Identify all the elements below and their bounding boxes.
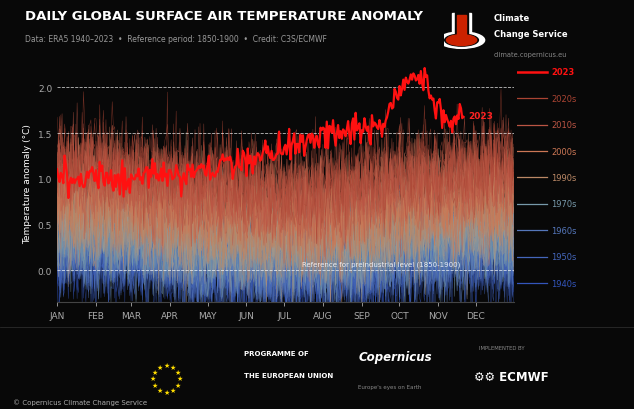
Text: ★: ★ <box>164 389 169 395</box>
Bar <box>452 14 471 41</box>
Text: ★: ★ <box>152 369 158 375</box>
Circle shape <box>444 35 479 47</box>
Text: 1960s: 1960s <box>551 226 577 235</box>
Text: 1950s: 1950s <box>551 253 576 261</box>
Text: 2023: 2023 <box>469 111 493 120</box>
Text: 2000s: 2000s <box>551 147 576 156</box>
Text: Climate: Climate <box>493 14 530 23</box>
Bar <box>455 13 468 41</box>
Text: 2023: 2023 <box>551 68 574 77</box>
Text: ★: ★ <box>170 364 176 370</box>
Text: Data: ERA5 1940–2023  •  Reference period: 1850-1900  •  Credit: C3S/ECMWF: Data: ERA5 1940–2023 • Reference period:… <box>25 35 327 44</box>
Text: ★: ★ <box>152 382 158 388</box>
Text: ★: ★ <box>157 364 163 370</box>
Text: ★: ★ <box>175 382 181 388</box>
Text: ★: ★ <box>177 375 183 381</box>
Text: ⚙⚙ ECMWF: ⚙⚙ ECMWF <box>474 370 549 383</box>
Text: THE EUROPEAN UNION: THE EUROPEAN UNION <box>244 372 333 378</box>
Text: 1940s: 1940s <box>551 279 576 288</box>
Text: ★: ★ <box>150 375 156 381</box>
Text: ★: ★ <box>164 362 169 368</box>
Y-axis label: Temperature anomaly (°C): Temperature anomaly (°C) <box>23 124 32 244</box>
Text: IMPLEMENTED BY: IMPLEMENTED BY <box>479 345 524 350</box>
Text: 2010s: 2010s <box>551 121 576 130</box>
Text: Copernicus: Copernicus <box>358 350 432 363</box>
Text: ★: ★ <box>170 387 176 393</box>
Text: © Copernicus Climate Change Service: © Copernicus Climate Change Service <box>13 398 147 405</box>
Bar <box>457 16 466 41</box>
Text: climate.copernicus.eu: climate.copernicus.eu <box>493 52 567 58</box>
Text: 1970s: 1970s <box>551 200 577 209</box>
Text: Reference for preindustrial level (1850-1900): Reference for preindustrial level (1850-… <box>302 261 460 267</box>
Text: ★: ★ <box>157 387 163 393</box>
Circle shape <box>446 36 477 46</box>
Circle shape <box>439 33 484 49</box>
Text: 1990s: 1990s <box>551 173 576 182</box>
Text: Change Service: Change Service <box>493 29 567 38</box>
Text: Europe's eyes on Earth: Europe's eyes on Earth <box>358 384 422 389</box>
Text: PROGRAMME OF: PROGRAMME OF <box>244 350 309 356</box>
Text: ★: ★ <box>175 369 181 375</box>
Text: 2020s: 2020s <box>551 94 576 103</box>
Text: DAILY GLOBAL SURFACE AIR TEMPERATURE ANOMALY: DAILY GLOBAL SURFACE AIR TEMPERATURE ANO… <box>25 10 424 23</box>
